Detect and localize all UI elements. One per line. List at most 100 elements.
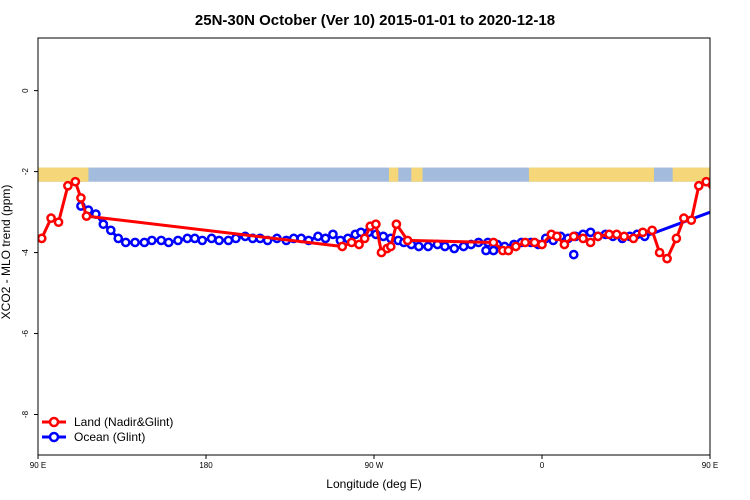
point-land	[38, 233, 47, 244]
point-ocean	[147, 235, 157, 246]
plot-frame	[37, 37, 711, 456]
y-tick-label-3: -6	[21, 329, 30, 337]
x-tick-label-0: 90 E	[30, 461, 46, 470]
point-land	[529, 237, 540, 248]
point-ocean-extra	[568, 249, 579, 260]
point-land	[671, 233, 682, 244]
point-land	[46, 213, 56, 224]
x-tick-label-1: 180	[199, 461, 213, 470]
legend-label-land: Land (Nadir&Glint)	[74, 415, 173, 429]
y-axis: 0 -2 -4 -6 -8	[21, 88, 38, 418]
point-land	[604, 229, 615, 240]
point-land	[81, 211, 92, 221]
y-tick-label-1: -2	[21, 168, 30, 176]
point-ocean	[423, 241, 433, 252]
point-land	[371, 219, 381, 230]
point-ocean	[458, 241, 469, 252]
landmask-land-4	[672, 167, 710, 182]
point-land	[637, 227, 648, 238]
point-ocean	[113, 233, 124, 244]
point-land	[714, 194, 721, 201]
point-land	[537, 239, 547, 250]
x-axis-label: Longitude (deg E)	[326, 477, 421, 491]
point-land	[611, 229, 622, 240]
point-land	[354, 239, 364, 250]
point-ocean	[130, 237, 140, 248]
point-ocean	[182, 233, 193, 244]
point-land	[552, 231, 562, 242]
point-ocean	[440, 241, 450, 252]
y-axis-label: XCO2 - MLO trend (ppm)	[0, 185, 13, 320]
point-ocean	[214, 235, 224, 246]
point-land	[729, 204, 736, 211]
point-ocean	[231, 233, 241, 244]
point-land	[619, 231, 629, 242]
point-land	[559, 239, 570, 250]
y-tick-label-4: -8	[21, 410, 30, 418]
x-tick-label-4: 90 E	[702, 461, 718, 470]
point-land	[654, 247, 665, 258]
point-ocean	[449, 243, 460, 254]
point-land	[385, 241, 396, 252]
point-land	[346, 237, 357, 248]
point-land	[736, 208, 743, 215]
landmask-land-2	[411, 167, 423, 182]
point-ocean	[98, 219, 109, 230]
point-ocean	[223, 235, 234, 246]
point-land	[701, 176, 710, 187]
chart-title: 25N-30N October (Ver 10) 2015-01-01 to 2…	[195, 12, 555, 29]
legend-marker-ocean	[48, 431, 60, 443]
point-ocean	[723, 202, 730, 209]
point-land	[402, 235, 413, 246]
point-land	[686, 215, 697, 226]
point-land	[647, 225, 657, 236]
point-ocean	[585, 227, 596, 238]
x-axis: 90 E 180 90 W 0 90 E	[30, 455, 718, 470]
point-land	[585, 237, 596, 248]
y-tick-label-2: -4	[21, 248, 30, 256]
point-land	[488, 237, 499, 248]
landmask-strip	[38, 167, 710, 182]
point-ocean	[189, 233, 200, 244]
point-ocean	[746, 221, 750, 228]
x-tick-label-3: 0	[540, 461, 545, 470]
legend-label-ocean: Ocean (Glint)	[74, 430, 145, 444]
landmask-land-1	[388, 167, 399, 182]
x-tick-label-2: 90 W	[365, 461, 384, 470]
point-land	[391, 219, 402, 230]
point-ocean	[328, 229, 338, 240]
legend-marker-land	[48, 416, 60, 428]
point-ocean	[120, 237, 131, 248]
point-ocean	[313, 231, 323, 242]
point-land	[744, 221, 750, 228]
point-land	[662, 253, 672, 264]
point-land	[359, 233, 370, 244]
point-ocean	[139, 237, 150, 248]
point-land	[578, 233, 588, 244]
point-land	[593, 231, 603, 242]
point-land	[568, 231, 579, 242]
series-layer	[38, 176, 750, 264]
point-ocean	[731, 206, 738, 213]
point-land	[679, 213, 689, 224]
legend: Land (Nadir&Glint) Ocean (Glint)	[42, 415, 173, 444]
landmask-land-0	[38, 167, 89, 182]
y-tick-label-0: 0	[21, 88, 30, 93]
point-land	[70, 176, 81, 187]
point-ocean	[320, 233, 331, 244]
point-land	[723, 213, 730, 220]
point-land	[503, 245, 514, 256]
point-land	[628, 233, 639, 244]
point-land	[63, 180, 73, 191]
point-land	[520, 237, 531, 248]
point-land	[693, 180, 704, 191]
point-ocean	[378, 231, 389, 242]
point-land	[53, 217, 64, 228]
point-ocean	[156, 235, 167, 246]
landmask-land-3	[528, 167, 654, 182]
point-ocean	[206, 233, 217, 244]
point-ocean	[197, 235, 208, 246]
point-ocean	[163, 237, 174, 248]
point-ocean	[413, 241, 424, 252]
